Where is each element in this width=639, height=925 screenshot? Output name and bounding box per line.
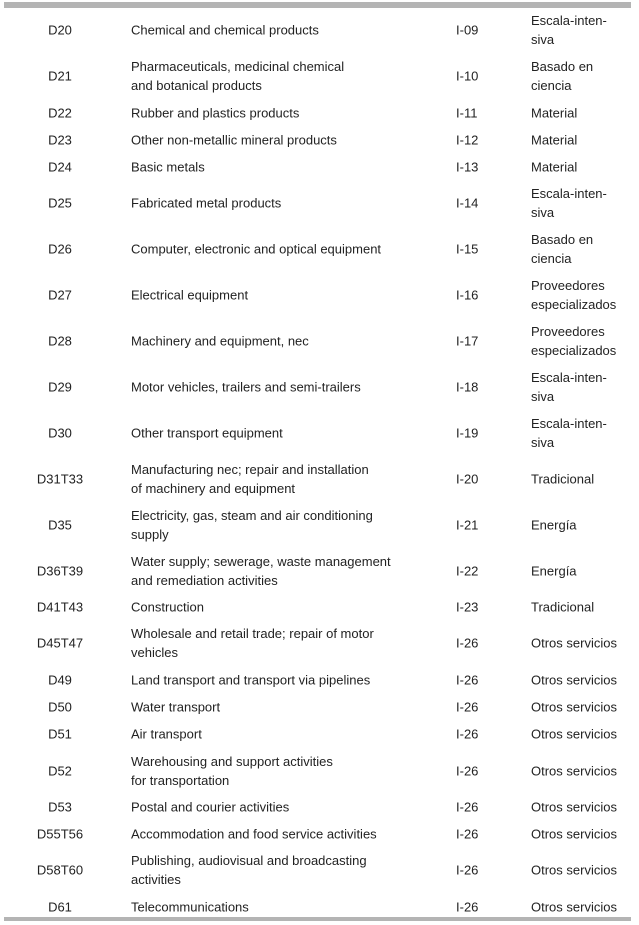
cat-cell: Otros servicios	[531, 635, 617, 651]
ind-cell: I-12	[456, 132, 479, 148]
ind-cell: I-19	[456, 425, 479, 441]
desc-cell: Construction	[131, 599, 204, 615]
code-cell: D41T43	[36, 599, 84, 615]
ind-cell: I-13	[456, 159, 479, 175]
ind-cell: I-26	[456, 862, 479, 878]
cat-cell: Material	[531, 105, 578, 121]
code-cell: D53	[48, 799, 72, 815]
desc-cell: Postal and courier activities	[131, 799, 290, 815]
ind-cell: I-21	[456, 517, 479, 533]
desc-cell: Pharmaceuticals, medicinal chemical and …	[131, 59, 345, 93]
ind-cell: I-16	[456, 287, 479, 303]
code-cell: D23	[48, 132, 72, 148]
ind-cell: I-26	[456, 672, 479, 688]
cat-cell: Proveedores especializados	[531, 324, 617, 358]
desc-cell: Electrical equipment	[131, 287, 249, 303]
code-cell: D55T56	[36, 826, 84, 842]
ind-cell: I-11	[456, 105, 478, 121]
table-bottom-rule	[4, 917, 631, 921]
desc-cell: Air transport	[131, 726, 202, 742]
cat-cell: Escala-inten- siva	[531, 186, 607, 220]
code-cell: D30	[48, 425, 72, 441]
desc-cell: Machinery and equipment, nec	[131, 333, 309, 349]
ind-cell: I-14	[456, 195, 479, 211]
code-cell: D20	[48, 22, 72, 38]
desc-cell: Chemical and chemical products	[131, 22, 319, 38]
ind-cell: I-10	[456, 68, 479, 84]
desc-cell: Accommodation and food service activitie…	[131, 826, 377, 842]
cat-cell: Otros servicios	[531, 862, 617, 878]
desc-cell: Motor vehicles, trailers and semi-traile…	[131, 379, 361, 395]
cat-cell: Otros servicios	[531, 699, 617, 715]
code-cell: D21	[48, 68, 72, 84]
code-cell: D24	[48, 159, 72, 175]
cat-cell: Escala-inten- siva	[531, 13, 607, 47]
ind-cell: I-26	[456, 826, 479, 842]
desc-cell: Telecommunications	[131, 899, 249, 915]
ind-cell: I-18	[456, 379, 479, 395]
code-cell: D49	[48, 672, 72, 688]
code-cell: D35	[48, 517, 72, 533]
code-cell: D28	[48, 333, 72, 349]
cat-cell: Otros servicios	[531, 763, 617, 779]
ind-cell: I-23	[456, 599, 479, 615]
desc-cell: Wholesale and retail trade; repair of mo…	[131, 626, 374, 660]
desc-cell: Rubber and plastics products	[131, 105, 300, 121]
cat-cell: Otros servicios	[531, 826, 617, 842]
ind-cell: I-22	[456, 563, 479, 579]
cat-cell: Proveedores especializados	[531, 278, 617, 312]
code-cell: D58T60	[36, 862, 84, 878]
ind-cell: I-15	[456, 241, 479, 257]
desc-cell: Other non-metallic mineral products	[131, 132, 337, 148]
cat-cell: Material	[531, 132, 578, 148]
cat-cell: Otros servicios	[531, 726, 617, 742]
cat-cell: Otros servicios	[531, 899, 617, 915]
cat-cell: Otros servicios	[531, 799, 617, 815]
desc-cell: Water supply; sewerage, waste management…	[131, 554, 391, 588]
ind-cell: I-17	[456, 333, 479, 349]
code-cell: D61	[48, 899, 72, 915]
desc-cell: Publishing, audiovisual and broadcasting…	[131, 853, 367, 887]
cat-cell: Escala-inten- siva	[531, 416, 607, 450]
code-cell: D50	[48, 699, 72, 715]
desc-cell: Basic metals	[131, 159, 205, 175]
ind-cell: I-26	[456, 899, 479, 915]
cat-cell: Basado en ciencia	[531, 232, 594, 266]
code-cell: D27	[48, 287, 72, 303]
code-cell: D52	[48, 763, 72, 779]
ind-cell: I-26	[456, 799, 479, 815]
desc-cell: Other transport equipment	[131, 425, 283, 441]
ind-cell: I-26	[456, 763, 479, 779]
code-cell: D51	[48, 726, 72, 742]
cat-cell: Tradicional	[531, 471, 595, 487]
desc-cell: Electricity, gas, steam and air conditio…	[131, 508, 373, 542]
ind-cell: I-09	[456, 22, 479, 38]
cat-cell: Otros servicios	[531, 672, 617, 688]
code-cell: D25	[48, 195, 72, 211]
code-cell: D36T39	[36, 563, 84, 579]
ind-cell: I-26	[456, 699, 479, 715]
code-cell: D26	[48, 241, 72, 257]
table-top-rule	[4, 2, 631, 8]
code-cell: D22	[48, 105, 72, 121]
cat-cell: Energía	[531, 517, 577, 533]
desc-cell: Manufacturing nec; repair and installati…	[131, 462, 369, 496]
cat-cell: Escala-inten- siva	[531, 370, 607, 404]
desc-cell: Land transport and transport via pipelin…	[131, 672, 371, 688]
cat-cell: Basado en ciencia	[531, 59, 594, 93]
ind-cell: I-20	[456, 471, 479, 487]
cat-cell: Tradicional	[531, 599, 595, 615]
code-cell: D31T33	[36, 471, 84, 487]
cat-cell: Energía	[531, 563, 577, 579]
cat-cell: Material	[531, 159, 578, 175]
desc-cell: Computer, electronic and optical equipme…	[131, 241, 382, 257]
desc-cell: Fabricated metal products	[131, 195, 282, 211]
code-cell: D45T47	[36, 635, 84, 651]
desc-cell: Warehousing and support activities for t…	[131, 754, 333, 788]
code-cell: D29	[48, 379, 72, 395]
ind-cell: I-26	[456, 635, 479, 651]
ind-cell: I-26	[456, 726, 479, 742]
desc-cell: Water transport	[131, 699, 221, 715]
